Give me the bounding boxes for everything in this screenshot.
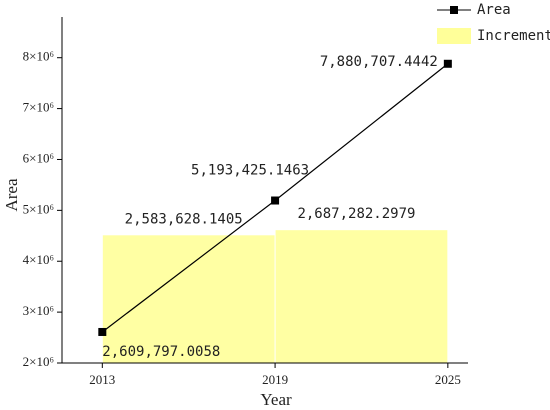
y-tick-label: 2×10⁶ bbox=[23, 354, 54, 369]
bar bbox=[275, 230, 448, 363]
y-tick-label: 4×10⁶ bbox=[23, 252, 54, 267]
bar bbox=[102, 235, 275, 363]
y-tick-label: 3×10⁶ bbox=[23, 303, 54, 318]
y-tick-label: 7×10⁶ bbox=[23, 100, 54, 115]
data-label: 2,609,797.0058 bbox=[102, 344, 220, 360]
data-label: 5,193,425.1463 bbox=[191, 163, 309, 179]
legend-label: Area bbox=[477, 2, 511, 18]
data-label: 2,687,282.2979 bbox=[297, 206, 415, 222]
x-tick-label: 2025 bbox=[435, 372, 461, 387]
marker bbox=[98, 327, 107, 336]
y-axis-label: Area bbox=[2, 178, 21, 211]
y-tick-label: 6×10⁶ bbox=[23, 150, 54, 165]
legend-swatch bbox=[437, 28, 471, 44]
y-tick-label: 5×10⁶ bbox=[23, 201, 54, 216]
marker bbox=[271, 196, 280, 205]
legend-marker bbox=[450, 6, 458, 14]
y-tick-label: 8×10⁶ bbox=[23, 49, 54, 64]
data-label: 2,583,628.1405 bbox=[125, 211, 243, 227]
x-tick-label: 2013 bbox=[89, 372, 115, 387]
marker bbox=[443, 59, 452, 68]
x-tick-label: 2019 bbox=[262, 372, 288, 387]
x-axis-label: Year bbox=[260, 390, 292, 409]
data-label: 7,880,707.4442 bbox=[320, 54, 438, 70]
legend-label: Increment bbox=[477, 28, 550, 44]
